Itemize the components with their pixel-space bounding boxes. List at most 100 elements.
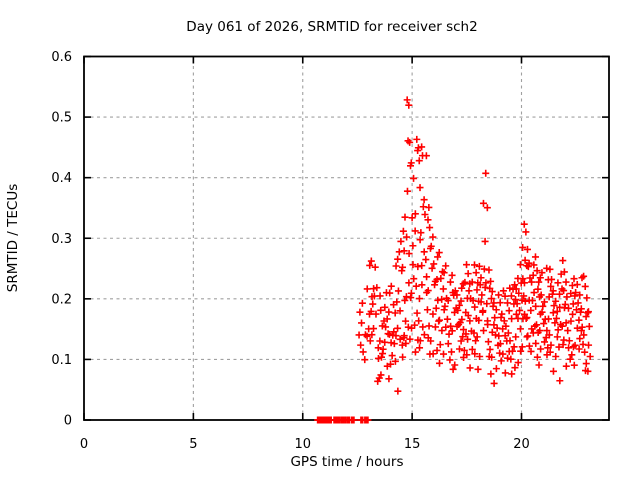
data-point-marker <box>415 295 423 303</box>
data-point-marker <box>442 323 450 331</box>
data-point-marker <box>370 325 378 333</box>
data-point-marker <box>517 347 525 355</box>
data-point-marker <box>442 262 450 270</box>
data-point-marker <box>453 291 461 299</box>
data-point-marker <box>426 224 434 232</box>
data-point-marker <box>548 275 556 283</box>
data-point-marker <box>507 292 515 300</box>
data-point-marker <box>443 315 451 323</box>
y-tick-label: 0.2 <box>51 292 72 307</box>
data-point-marker <box>409 261 417 269</box>
data-point-marker <box>438 327 446 335</box>
data-point-marker <box>562 319 570 327</box>
data-point-marker <box>448 271 456 279</box>
data-point-marker <box>501 292 509 300</box>
data-point-marker <box>495 291 503 299</box>
data-point-marker <box>545 315 553 323</box>
data-point-marker <box>405 101 413 109</box>
data-point-marker <box>464 312 472 320</box>
data-point-marker <box>407 159 415 167</box>
data-point-marker <box>436 359 444 367</box>
data-point-marker <box>475 316 483 324</box>
data-point-marker <box>507 355 515 363</box>
data-point-marker <box>546 348 554 356</box>
data-point-marker <box>425 203 433 211</box>
x-tick-label: 10 <box>294 437 311 452</box>
data-point-marker <box>504 329 512 337</box>
data-point-marker <box>532 302 540 310</box>
data-point-marker <box>460 346 468 354</box>
data-point-marker <box>551 319 559 327</box>
data-point-marker <box>445 330 453 338</box>
data-point-marker <box>433 275 441 283</box>
data-point-marker <box>446 356 454 364</box>
data-point-marker <box>420 196 428 204</box>
data-point-marker <box>488 288 496 296</box>
data-point-marker <box>394 287 402 295</box>
data-point-marker <box>533 267 541 275</box>
data-point-marker <box>504 299 512 307</box>
data-point-marker <box>421 211 429 219</box>
data-point-marker <box>521 256 529 264</box>
data-point-marker <box>466 317 474 325</box>
data-point-marker <box>405 279 413 287</box>
data-point-marker <box>424 216 432 224</box>
data-point-marker <box>564 304 572 312</box>
data-point-marker <box>355 331 363 339</box>
data-point-marker <box>582 313 590 321</box>
data-point-marker <box>530 261 538 269</box>
data-point-marker <box>520 292 528 300</box>
data-point-marker <box>512 310 520 318</box>
data-point-marker <box>471 303 479 311</box>
x-tick-label: 20 <box>513 437 530 452</box>
data-point-marker <box>549 287 557 295</box>
data-point-marker <box>537 291 545 299</box>
data-point-marker <box>576 291 584 299</box>
data-point-marker <box>405 250 413 258</box>
data-point-marker <box>459 326 467 334</box>
data-point-marker <box>382 323 390 331</box>
data-point-marker <box>420 331 428 339</box>
data-point-marker <box>471 261 479 269</box>
data-point-marker <box>483 204 491 212</box>
data-point-marker <box>496 299 504 307</box>
data-point-marker <box>513 300 521 308</box>
data-point-marker <box>533 321 541 329</box>
data-point-marker <box>502 322 510 330</box>
data-point-marker <box>570 275 578 283</box>
data-point-marker <box>394 324 402 332</box>
data-point-marker <box>558 322 566 330</box>
data-point-marker <box>385 375 393 383</box>
data-point-marker <box>358 319 366 327</box>
data-point-marker <box>498 310 506 318</box>
data-point-marker <box>506 337 514 345</box>
data-point-marker <box>583 294 591 302</box>
data-point-marker <box>549 367 557 375</box>
data-point-marker <box>384 330 392 338</box>
data-point-marker <box>416 236 424 244</box>
data-point-marker <box>396 307 404 315</box>
data-point-marker <box>541 338 549 346</box>
data-point-marker <box>434 296 442 304</box>
data-point-marker <box>423 306 431 314</box>
data-point-marker <box>383 315 391 323</box>
data-point-marker <box>512 285 520 293</box>
data-point-marker <box>537 345 545 353</box>
data-point-marker <box>562 362 570 370</box>
data-point-marker <box>433 346 441 354</box>
data-point-marker <box>350 416 358 424</box>
data-point-marker <box>535 278 543 286</box>
x-tick-label: 0 <box>80 437 88 452</box>
data-point-marker <box>518 343 526 351</box>
data-point-marker <box>448 348 455 356</box>
data-point-marker <box>491 314 499 322</box>
data-point-marker <box>412 282 420 290</box>
data-point-marker <box>393 298 401 306</box>
data-point-marker <box>404 137 412 145</box>
data-point-marker <box>406 138 414 146</box>
data-point-marker <box>562 278 570 286</box>
data-point-marker <box>523 245 531 253</box>
data-point-marker <box>545 331 553 339</box>
data-point-marker <box>519 275 527 283</box>
data-point-marker <box>402 339 410 347</box>
